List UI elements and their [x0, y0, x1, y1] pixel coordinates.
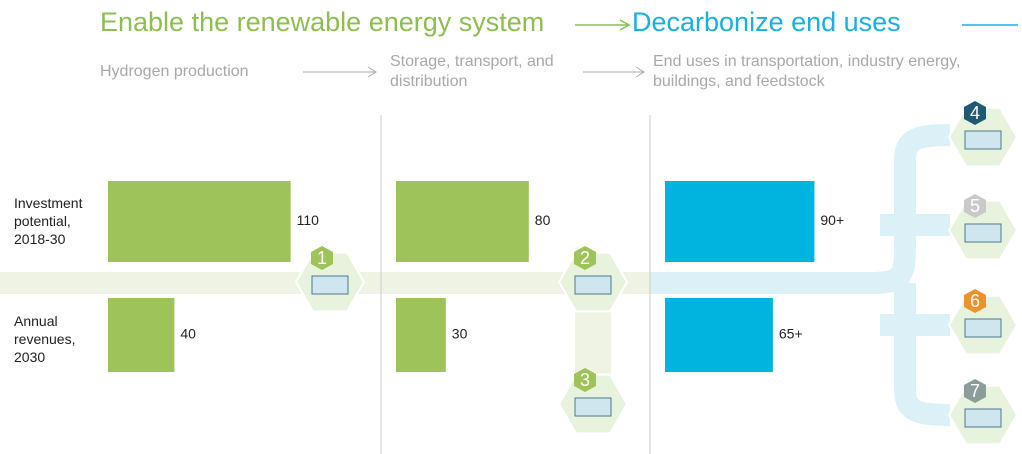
icon-illustration: [964, 318, 1002, 338]
icon-illustration: [964, 223, 1002, 243]
value-label: 30: [452, 326, 468, 342]
arrow: [303, 66, 377, 78]
flow-band: [650, 272, 880, 294]
icon-number: 7: [970, 381, 980, 401]
arrow: [583, 66, 645, 78]
icon-number: 1: [317, 248, 327, 268]
bar: [665, 181, 815, 262]
icon-illustration: [574, 397, 612, 417]
value-label: 110: [297, 212, 320, 228]
icon-badge: [574, 368, 596, 392]
arrow: [575, 19, 631, 31]
value-label: 80: [535, 212, 551, 228]
flow-bracket: [869, 124, 951, 426]
value-label: 65+: [779, 326, 803, 342]
icon-number: 3: [580, 370, 590, 390]
value-label: 90+: [820, 212, 844, 228]
icon-number: 4: [970, 103, 980, 123]
category-label: Investment potential, 2018-30: [14, 195, 83, 247]
bar: [665, 298, 773, 372]
icon-badge: [964, 194, 986, 218]
icon-illustration: [311, 275, 349, 295]
icon-illustration: [964, 130, 1002, 150]
bar: [396, 181, 529, 262]
icon-badge: [574, 246, 596, 270]
icon-badge: [964, 101, 986, 125]
stage-title: Storage, transport, and distribution: [390, 53, 554, 90]
icon-illustration: [574, 275, 612, 295]
icon-badge: [311, 246, 333, 270]
icon-number: 5: [970, 196, 980, 216]
headline-left: Enable the renewable energy system: [100, 7, 544, 37]
icon-number: 2: [580, 248, 590, 268]
headline-right: Decarbonize end uses: [632, 7, 901, 37]
bar: [108, 298, 175, 372]
icon-illustration: [964, 408, 1002, 428]
bar: [108, 181, 291, 262]
stage-title: Hydrogen production: [100, 63, 249, 80]
bar: [396, 298, 446, 372]
stage-title: End uses in transportation, industry ene…: [653, 53, 961, 90]
icon-badge: [964, 379, 986, 403]
icon-number: 6: [970, 291, 980, 311]
category-label: Annual revenues, 2030: [14, 313, 76, 365]
value-label: 40: [180, 326, 196, 342]
icon-badge: [964, 289, 986, 313]
